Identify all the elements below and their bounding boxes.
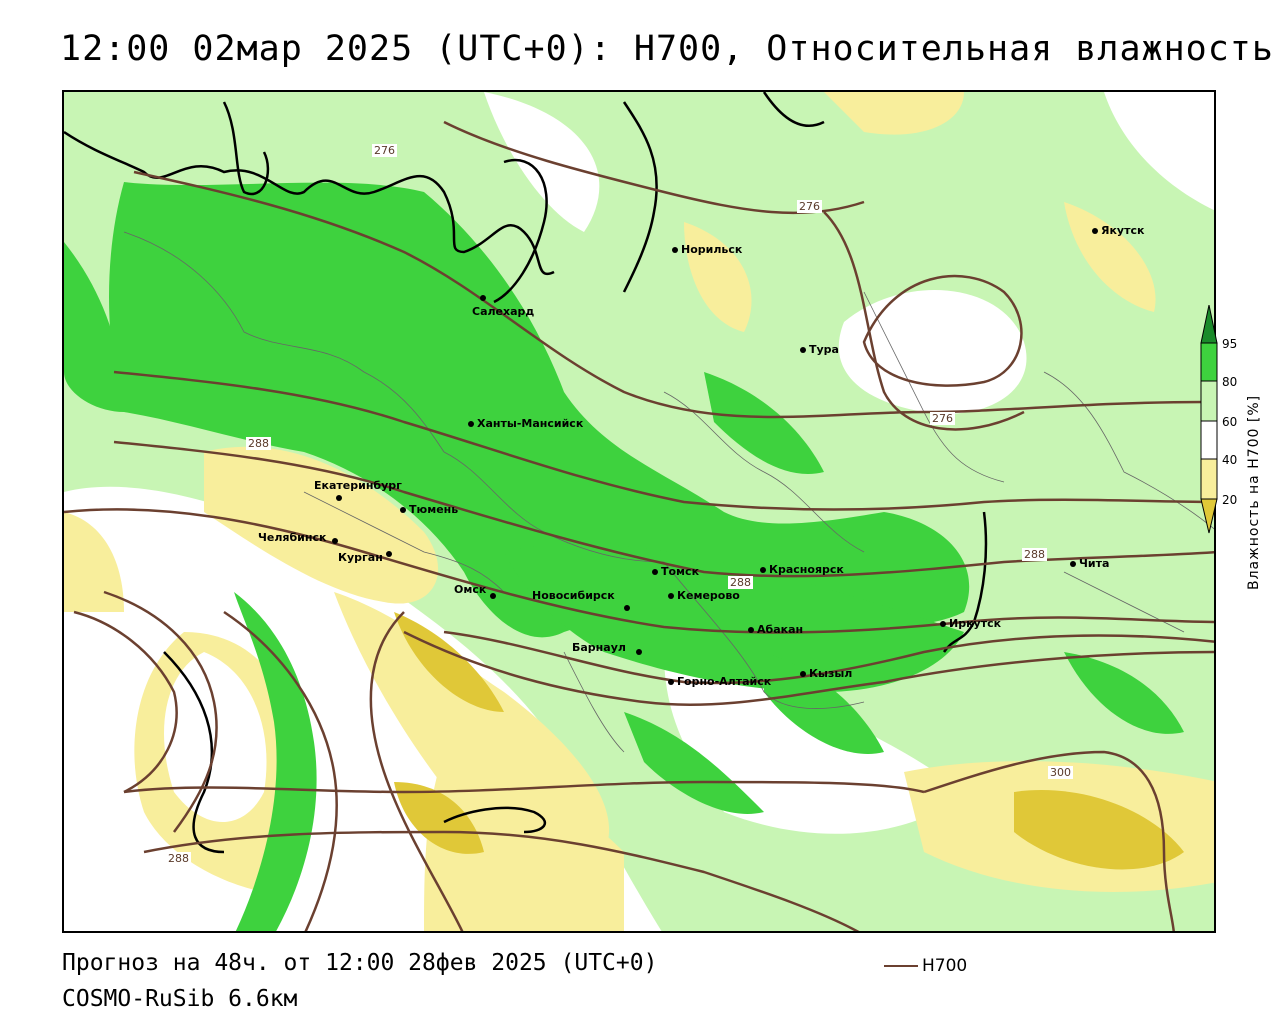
model-name: COSMO-RuSib 6.6км bbox=[62, 986, 298, 1012]
city-dot-icon bbox=[468, 421, 474, 427]
city-dot-icon bbox=[748, 627, 754, 633]
legend-tick: 95 bbox=[1222, 337, 1238, 351]
city-label: Екатеринбург bbox=[314, 479, 402, 492]
city-label bbox=[490, 590, 499, 601]
city-label: Красноярск bbox=[760, 564, 844, 575]
city-dot-icon bbox=[800, 671, 806, 677]
city-label bbox=[332, 535, 341, 546]
legend-tick: 80 bbox=[1222, 375, 1238, 389]
city-label: Горно-Алтайск bbox=[668, 676, 771, 687]
city-label: Чита bbox=[1070, 558, 1109, 569]
legend-tick: 20 bbox=[1222, 493, 1238, 507]
map-area: 276 276 276 288 288 288 288 300 Норильск… bbox=[62, 90, 1216, 933]
city-label bbox=[624, 602, 633, 613]
city-label bbox=[336, 492, 345, 503]
city-dot-icon bbox=[490, 593, 496, 599]
city-label: Кемерово bbox=[668, 590, 740, 601]
contour-label: 288 bbox=[166, 852, 191, 865]
h700-line-legend: H700 bbox=[884, 956, 967, 976]
city-dot-icon bbox=[332, 538, 338, 544]
legend-tick: 40 bbox=[1222, 453, 1238, 467]
city-label: Абакан bbox=[748, 624, 803, 635]
city-dot-icon bbox=[386, 551, 392, 557]
city-label: Якутск bbox=[1092, 225, 1144, 236]
city-dot-icon bbox=[668, 593, 674, 599]
city-dot-icon bbox=[624, 605, 630, 611]
city-dot-icon bbox=[940, 621, 946, 627]
city-label: Новосибирск bbox=[532, 589, 615, 602]
contour-label: 300 bbox=[1048, 766, 1073, 779]
city-label: Омск bbox=[454, 583, 487, 596]
city-dot-icon bbox=[636, 649, 642, 655]
contour-label: 288 bbox=[728, 576, 753, 589]
humidity-legend bbox=[1200, 304, 1218, 535]
city-label: Норильск bbox=[672, 244, 742, 255]
legend-title: Влажность на H700 [%] bbox=[1246, 394, 1262, 590]
forecast-info: Прогноз на 48ч. от 12:00 28фев 2025 (UTC… bbox=[62, 950, 658, 976]
legend-bar bbox=[1200, 304, 1218, 534]
city-dot-icon bbox=[336, 495, 342, 501]
page-title: 12:00 02мар 2025 (UTC+0): H700, Относите… bbox=[60, 29, 1274, 69]
city-dot-icon bbox=[800, 347, 806, 353]
contour-label: 276 bbox=[797, 200, 822, 213]
city-label: Иркутск bbox=[940, 618, 1001, 629]
contour-label: 288 bbox=[1022, 548, 1047, 561]
contour-label: 288 bbox=[246, 437, 271, 450]
contour-label: 276 bbox=[930, 412, 955, 425]
city-label: Тюмень bbox=[400, 504, 458, 515]
city-label: Тура bbox=[800, 344, 839, 355]
city-label: Барнаул bbox=[572, 641, 626, 654]
city-label: Курган bbox=[338, 551, 383, 564]
city-label: Кызыл bbox=[800, 668, 852, 679]
city-label: Ханты-Мансийск bbox=[468, 418, 583, 429]
h700-contours bbox=[64, 120, 1214, 931]
contour-label: 276 bbox=[372, 144, 397, 157]
city-dot-icon bbox=[668, 679, 674, 685]
city-label: Томск bbox=[652, 566, 699, 577]
legend-tick: 60 bbox=[1222, 415, 1238, 429]
city-label bbox=[480, 292, 489, 303]
city-dot-icon bbox=[652, 569, 658, 575]
humidity-field bbox=[64, 92, 1214, 931]
city-dot-icon bbox=[480, 295, 486, 301]
city-label: Челябинск bbox=[258, 531, 327, 544]
city-dot-icon bbox=[1070, 561, 1076, 567]
city-dot-icon bbox=[672, 247, 678, 253]
city-dot-icon bbox=[1092, 228, 1098, 234]
contour-line-icon bbox=[884, 965, 918, 967]
city-dot-icon bbox=[760, 567, 766, 573]
city-label bbox=[386, 548, 395, 559]
city-label: Салехард bbox=[472, 305, 535, 318]
city-label bbox=[636, 646, 645, 657]
city-dot-icon bbox=[400, 507, 406, 513]
